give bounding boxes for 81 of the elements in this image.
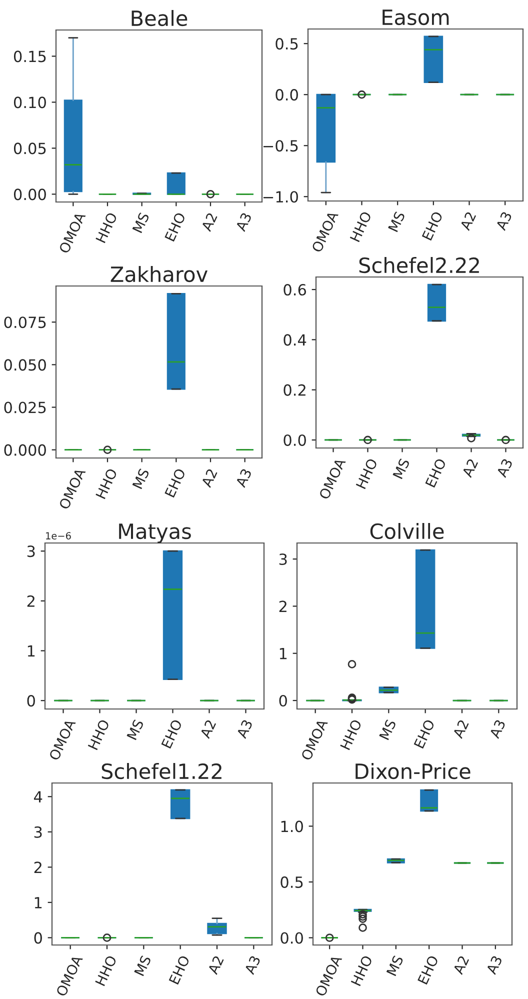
text: 1e−6 bbox=[46, 532, 71, 540]
x-tick-label: MS bbox=[132, 468, 150, 490]
x-tick-label: EHO bbox=[161, 718, 182, 749]
x-tick-label: A2 bbox=[462, 458, 478, 478]
x-tick-label: A3 bbox=[235, 468, 252, 488]
x-tick-label: A2 bbox=[452, 955, 470, 976]
x-tick-label: A3 bbox=[495, 211, 512, 232]
chart-title: Easom bbox=[382, 10, 449, 26]
y-tick-label: 0.025 bbox=[4, 402, 46, 414]
x-tick-label: HHO bbox=[95, 468, 118, 500]
y-tick-label: 0.05 bbox=[14, 142, 46, 154]
x-tick-label: EHO bbox=[164, 212, 186, 242]
x-tick-label: MS bbox=[386, 954, 404, 976]
chart-title: Colville bbox=[370, 523, 444, 540]
y-tick-label: 3 bbox=[279, 554, 287, 566]
x-tick-label: HHO bbox=[88, 718, 110, 750]
x-tick-label: HHO bbox=[350, 954, 373, 986]
x-tick-label: HHO bbox=[94, 954, 118, 986]
x-tick-label: A2 bbox=[200, 468, 218, 488]
y-tick-label: 3 bbox=[27, 546, 35, 558]
y-tick-label: 1 bbox=[28, 645, 35, 657]
y-tick-label: 2 bbox=[27, 595, 34, 607]
y-tick-label: 0.2 bbox=[284, 384, 306, 396]
y-tick-label: 0.6 bbox=[284, 284, 306, 296]
x-tick-label: EHO bbox=[425, 458, 446, 488]
y-tick-label: −1.0 bbox=[263, 191, 298, 203]
x-tick-label: MS bbox=[132, 212, 150, 234]
x-tick-label: A3 bbox=[236, 719, 253, 740]
x-tick-label: A2 bbox=[207, 955, 224, 976]
y-tick-label: 2 bbox=[279, 600, 286, 612]
y-tick-label: 0.0 bbox=[276, 89, 298, 101]
y-tick-label: 0 bbox=[279, 694, 287, 707]
x-tick-label: A3 bbox=[488, 719, 506, 740]
chart-title: Dixon-Price bbox=[356, 763, 470, 780]
x-tick-label: MS bbox=[392, 458, 410, 480]
y-tick-label: 4 bbox=[34, 791, 42, 802]
y-tick-label: −0.5 bbox=[263, 140, 298, 152]
chart-title: Matyas bbox=[119, 524, 191, 544]
y-tick-label: 0.000 bbox=[4, 444, 46, 456]
chart-title: Schefel2.22 bbox=[359, 257, 479, 274]
x-tick-label: MS bbox=[388, 210, 406, 232]
x-tick-label: A2 bbox=[200, 212, 218, 232]
y-tick-label: 0.15 bbox=[14, 50, 46, 62]
x-tick-label: MS bbox=[126, 718, 144, 740]
x-tick-label: EHO bbox=[168, 954, 190, 985]
chart-title: Zakharov bbox=[110, 266, 208, 282]
y-tick-label: 3 bbox=[34, 826, 42, 838]
x-tick-label: A3 bbox=[244, 955, 261, 976]
x-tick-label: EHO bbox=[417, 954, 439, 985]
x-tick-label: HHO bbox=[95, 212, 118, 244]
x-tick-label: A2 bbox=[460, 211, 476, 232]
x-tick-label: EHO bbox=[164, 468, 186, 498]
y-tick-label: 0.050 bbox=[4, 359, 46, 371]
x-tick-label: EHO bbox=[422, 210, 444, 241]
x-tick-label: A3 bbox=[496, 458, 513, 478]
x-tick-label: HHO bbox=[356, 458, 378, 490]
y-tick-label: 0.0 bbox=[284, 434, 306, 446]
y-tick-label: 0.5 bbox=[276, 38, 298, 50]
y-tick-label: 0.075 bbox=[4, 316, 46, 328]
y-tick-label: 0.4 bbox=[284, 334, 306, 346]
chart-title: Schefel1.22 bbox=[102, 763, 222, 780]
chart-title: Beale bbox=[132, 10, 188, 26]
y-tick-label: 0 bbox=[34, 932, 42, 944]
y-tick-label: 2 bbox=[34, 862, 42, 873]
x-tick-label: A3 bbox=[486, 955, 502, 976]
x-tick-label: A2 bbox=[200, 719, 216, 740]
y-tick-label: 1 bbox=[34, 897, 42, 908]
y-tick-label: 1 bbox=[280, 648, 287, 660]
x-tick-label: MS bbox=[134, 954, 152, 976]
x-tick-label: MS bbox=[378, 718, 396, 740]
x-tick-label: EHO bbox=[414, 718, 436, 749]
y-tick-label: 0 bbox=[27, 695, 35, 707]
y-tick-label: 0.10 bbox=[14, 96, 46, 108]
x-tick-label: A2 bbox=[452, 719, 469, 740]
y-tick-label: 1.0 bbox=[281, 820, 303, 832]
y-tick-label: 0.0 bbox=[280, 932, 303, 944]
y-tick-label: 0.5 bbox=[280, 876, 303, 888]
x-tick-label: HHO bbox=[340, 718, 362, 750]
y-tick-label: 0.00 bbox=[14, 188, 46, 200]
x-tick-label: HHO bbox=[350, 210, 372, 242]
x-tick-label: A3 bbox=[235, 212, 252, 232]
